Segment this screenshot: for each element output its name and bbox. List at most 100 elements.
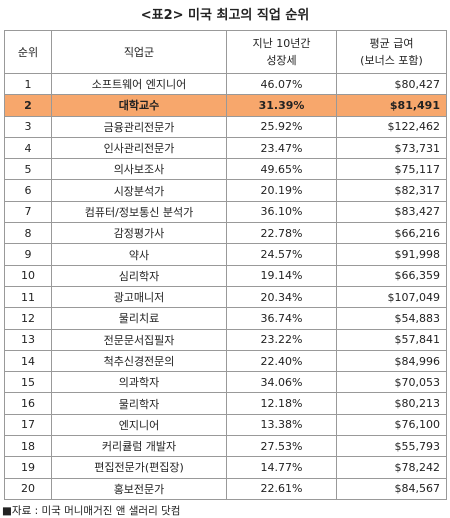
- table-cell: 4: [4, 136, 52, 160]
- table-cell: 17: [4, 413, 52, 437]
- table-cell: 11: [4, 285, 52, 309]
- table-cell: $81,491: [336, 94, 447, 117]
- table-row: 12 물리치료 36.74% $54,883: [4, 307, 447, 330]
- table-cell: 36.10%: [226, 200, 337, 224]
- table-cell: 23.22%: [226, 328, 337, 351]
- table-row: 4 인사관리전문가 23.47% $73,731: [4, 136, 447, 160]
- table-cell: $83,427: [336, 200, 447, 224]
- table-cell: 9: [4, 243, 52, 266]
- table-cell: $82,317: [336, 179, 447, 202]
- title: <표2> 미국 최고의 직업 순위: [140, 8, 310, 23]
- table-cell: $91,998: [336, 243, 447, 266]
- table-row: 11 광고매니저 20.34% $107,049: [4, 285, 447, 309]
- table-cell: $107,049: [336, 285, 447, 309]
- table-cell: 49.65%: [226, 158, 337, 181]
- table-row: 20 홍보전문가 22.61% $84,567: [4, 477, 447, 500]
- table-row: 8 감정평가사 22.78% $66,216: [4, 222, 447, 245]
- table-cell: 의과학자: [51, 371, 227, 394]
- table-cell: $80,213: [336, 392, 447, 415]
- table-cell: 14.77%: [226, 456, 337, 479]
- table-cell: 7: [4, 200, 52, 224]
- table-cell: 36.74%: [226, 307, 337, 330]
- table-cell: 대학교수: [51, 94, 227, 117]
- header-line: 직업군: [123, 45, 155, 59]
- table-cell: $75,117: [336, 158, 447, 181]
- table-cell: 19.14%: [226, 264, 337, 287]
- table-cell: 8: [4, 222, 52, 245]
- header-line: 성장세: [266, 54, 297, 67]
- table-cell: $57,841: [336, 328, 447, 351]
- table-cell: 14: [4, 349, 52, 373]
- table-cell: 1: [4, 72, 52, 96]
- table-cell: 금융관리전문가: [51, 115, 227, 138]
- table-row: 10 심리학자 19.14% $66,359: [4, 264, 447, 287]
- table-cell: 19: [4, 456, 52, 479]
- table-cell: 시장분석가: [51, 179, 227, 202]
- table-body: 1 소프트웨어 엔지니어 46.07% $80,427 2 대학교수 31.39% $81,4…: [4, 72, 447, 500]
- header-line: 순위: [17, 45, 39, 59]
- table-cell: 27.53%: [226, 435, 337, 458]
- table-cell: 22.78%: [226, 222, 337, 245]
- table-row: 15 의과학자 34.06% $70,053: [4, 371, 447, 394]
- table-cell: 20: [4, 477, 52, 500]
- table-row: 2 대학교수 31.39% $81,491: [4, 94, 447, 117]
- table-cell: 25.92%: [226, 115, 337, 138]
- table-cell: 10: [4, 264, 52, 287]
- table-cell: 6: [4, 179, 52, 202]
- table-cell: $66,216: [336, 222, 447, 245]
- table-cell: $84,996: [336, 349, 447, 373]
- table-row: 16 물리학자 12.18% $80,213: [4, 392, 447, 415]
- table-cell: 12: [4, 307, 52, 330]
- table-cell: 22.40%: [226, 349, 337, 373]
- table-cell: 3: [4, 115, 52, 138]
- table-row: 7 컴퓨터/정보통신 분석가 36.10% $83,427: [4, 200, 447, 224]
- table-cell: 커리큘럼 개발자: [51, 435, 227, 458]
- table-cell: 홍보전문가: [51, 477, 227, 500]
- table-cell: $54,883: [336, 307, 447, 330]
- header-cell: 평균 급여 (보너스 포함): [336, 30, 447, 74]
- table-cell: $55,793: [336, 435, 447, 458]
- header-line: 평균 급여: [369, 37, 414, 50]
- table-cell: 20.19%: [226, 179, 337, 202]
- table-cell: 16: [4, 392, 52, 415]
- table-cell: 광고매니저: [51, 285, 227, 309]
- table-row: 19 편집전문가(편집장) 14.77% $78,242: [4, 456, 447, 479]
- table-cell: 15: [4, 371, 52, 394]
- table-row: 9 약사 24.57% $91,998: [4, 243, 447, 266]
- table-cell: 13.38%: [226, 413, 337, 437]
- table-cell: 46.07%: [226, 72, 337, 96]
- table-row: 13 전문문서집필자 23.22% $57,841: [4, 328, 447, 351]
- table-row: 3 금융관리전문가 25.92% $122,462: [4, 115, 447, 138]
- table-cell: 24.57%: [226, 243, 337, 266]
- table-cell: $78,242: [336, 456, 447, 479]
- table-cell: 척추신경전문의: [51, 349, 227, 373]
- table-cell: 13: [4, 328, 52, 351]
- table-cell: 22.61%: [226, 477, 337, 500]
- table-cell: $70,053: [336, 371, 447, 394]
- table-cell: 소프트웨어 엔지니어: [51, 72, 227, 96]
- table-cell: 감정평가사: [51, 222, 227, 245]
- table-cell: $80,427: [336, 72, 447, 96]
- table-cell: 20.34%: [226, 285, 337, 309]
- table-row: 5 의사보조사 49.65% $75,117: [4, 158, 447, 181]
- table-cell: 18: [4, 435, 52, 458]
- table-cell: $122,462: [336, 115, 447, 138]
- table-row: 17 엔지니어 13.38% $76,100: [4, 413, 447, 437]
- table-row: 6 시장분석가 20.19% $82,317: [4, 179, 447, 202]
- table-cell: 엔지니어: [51, 413, 227, 437]
- header-line: (보너스 포함): [360, 54, 423, 67]
- table-cell: 12.18%: [226, 392, 337, 415]
- table-cell: 컴퓨터/정보통신 분석가: [51, 200, 227, 224]
- header-cell: 순위: [4, 30, 52, 74]
- table-cell: 물리치료: [51, 307, 227, 330]
- table-cell: 34.06%: [226, 371, 337, 394]
- table-cell: 편집전문가(편집장): [51, 456, 227, 479]
- table-cell: 심리학자: [51, 264, 227, 287]
- header-cell: 직업군: [51, 30, 227, 74]
- table-cell: $76,100: [336, 413, 447, 437]
- header-line: 지난 10년간: [252, 37, 311, 50]
